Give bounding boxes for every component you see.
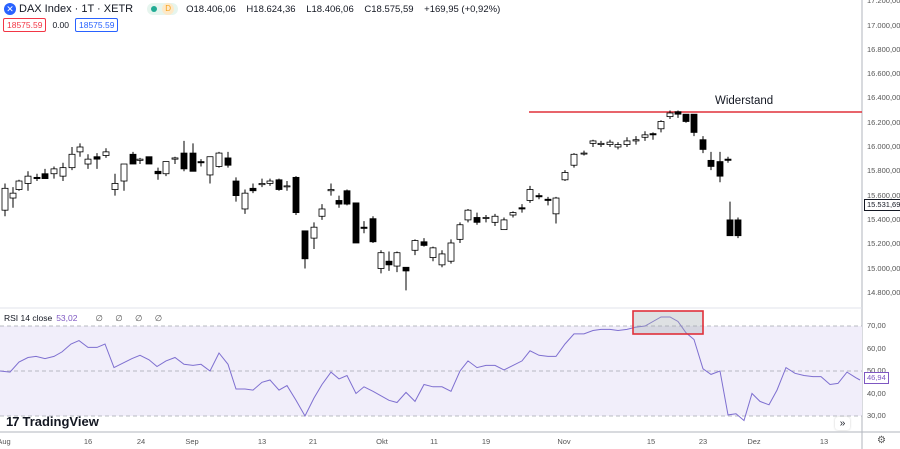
open-value: 18.406,06: [193, 3, 236, 15]
time-axis-label: 15: [646, 437, 656, 446]
rsi-last-value-label: 46,94: [864, 372, 889, 384]
time-axis-label: Dez: [747, 437, 761, 446]
time-axis-label: 21: [308, 437, 318, 446]
spread-value: 0.00: [52, 20, 69, 30]
rsi-axis-label: 60,00: [867, 343, 886, 353]
price-axis-label: 15.600,00: [867, 190, 900, 200]
last-price-label: 15.531,69: [864, 199, 900, 211]
rsi-overbought-highlight-box: [632, 310, 704, 335]
symbol-legend: ✕ DAX Index · 1T · XETR D O18.406,06 H18…: [4, 3, 504, 15]
price-axis-label: 16.800,00: [867, 44, 900, 54]
ohlc-values: O18.406,06 H18.624,36 L18.406,06 C18.575…: [186, 3, 501, 15]
close-value: 18.575,59: [371, 3, 414, 15]
time-axis-label: 13: [257, 437, 267, 446]
tradingview-wordmark: TradingView: [22, 414, 99, 429]
high-value: 18.624,36: [253, 3, 296, 15]
resistance-annotation[interactable]: Widerstand: [715, 95, 774, 107]
price-axis-label: 16.000,00: [867, 142, 900, 151]
time-axis-label: Aug: [0, 437, 11, 446]
rsi-extra-values: ∅ ∅ ∅ ∅: [95, 313, 168, 323]
price-axis-label: 16.600,00: [867, 69, 900, 79]
x-circle-icon[interactable]: ✕: [4, 3, 16, 15]
settings-gear-icon[interactable]: ⚙: [877, 435, 886, 446]
time-axis-label: 23: [698, 437, 708, 446]
price-axis-label: 14.800,00: [867, 287, 900, 297]
price-axis-label: 15.800,00: [867, 166, 900, 176]
rsi-line: [0, 316, 861, 422]
price-axis-label: 17.200,00: [867, 0, 900, 6]
time-axis-label: Sep: [185, 437, 199, 446]
rsi-axis-label: 30,00: [867, 411, 886, 420]
time-axis-label: Nov: [557, 437, 571, 446]
price-axis-label: 16.400,00: [867, 93, 900, 103]
symbol-title[interactable]: DAX Index · 1T · XETR: [19, 3, 134, 15]
tradingview-logo[interactable]: 17 TradingView: [6, 414, 99, 429]
time-axis-label: 11: [430, 437, 438, 446]
rsi-axis-label: 40,00: [867, 388, 886, 398]
rsi-axis-label: 70,00: [867, 321, 886, 330]
buy-price-button[interactable]: 18575.59: [75, 18, 119, 32]
rsi-legend: RSI 14 close 53,02 ∅ ∅ ∅ ∅: [4, 313, 167, 324]
sell-price-button[interactable]: 18575.59: [3, 18, 47, 32]
time-axis-label: 13: [819, 437, 829, 446]
tradingview-mark-icon: 17: [6, 414, 20, 429]
price-axis-label: 15.000,00: [867, 263, 900, 273]
market-open-dot-icon: [151, 6, 158, 12]
time-axis-label: Okt: [376, 437, 388, 446]
rsi-axis-label: 50,00: [867, 366, 886, 375]
rsi-title[interactable]: RSI 14 close: [4, 313, 53, 323]
time-axis-label: 19: [481, 437, 491, 446]
price-axis-label: 15.200,00: [867, 239, 900, 249]
rsi-reference-lines: [0, 325, 862, 417]
time-axis-label: 16: [83, 437, 93, 446]
price-axis-label: 16.200,00: [867, 117, 900, 127]
rsi-value: 53,02: [56, 313, 78, 323]
trade-buttons: 18575.59 0.00 18575.59: [3, 18, 119, 32]
price-axis-label: 17.000,00: [867, 20, 900, 30]
time-axis-label: 24: [136, 437, 146, 446]
change-value: +169,95 (+0,92%): [424, 3, 501, 15]
candlestick-series: [1, 110, 742, 291]
price-axis-label: 15.400,00: [867, 214, 900, 224]
delay-badge: D: [162, 3, 175, 15]
low-value: 18.406,06: [311, 3, 354, 15]
scroll-to-realtime-button[interactable]: »: [835, 417, 850, 430]
market-status-pill[interactable]: D: [147, 3, 179, 15]
